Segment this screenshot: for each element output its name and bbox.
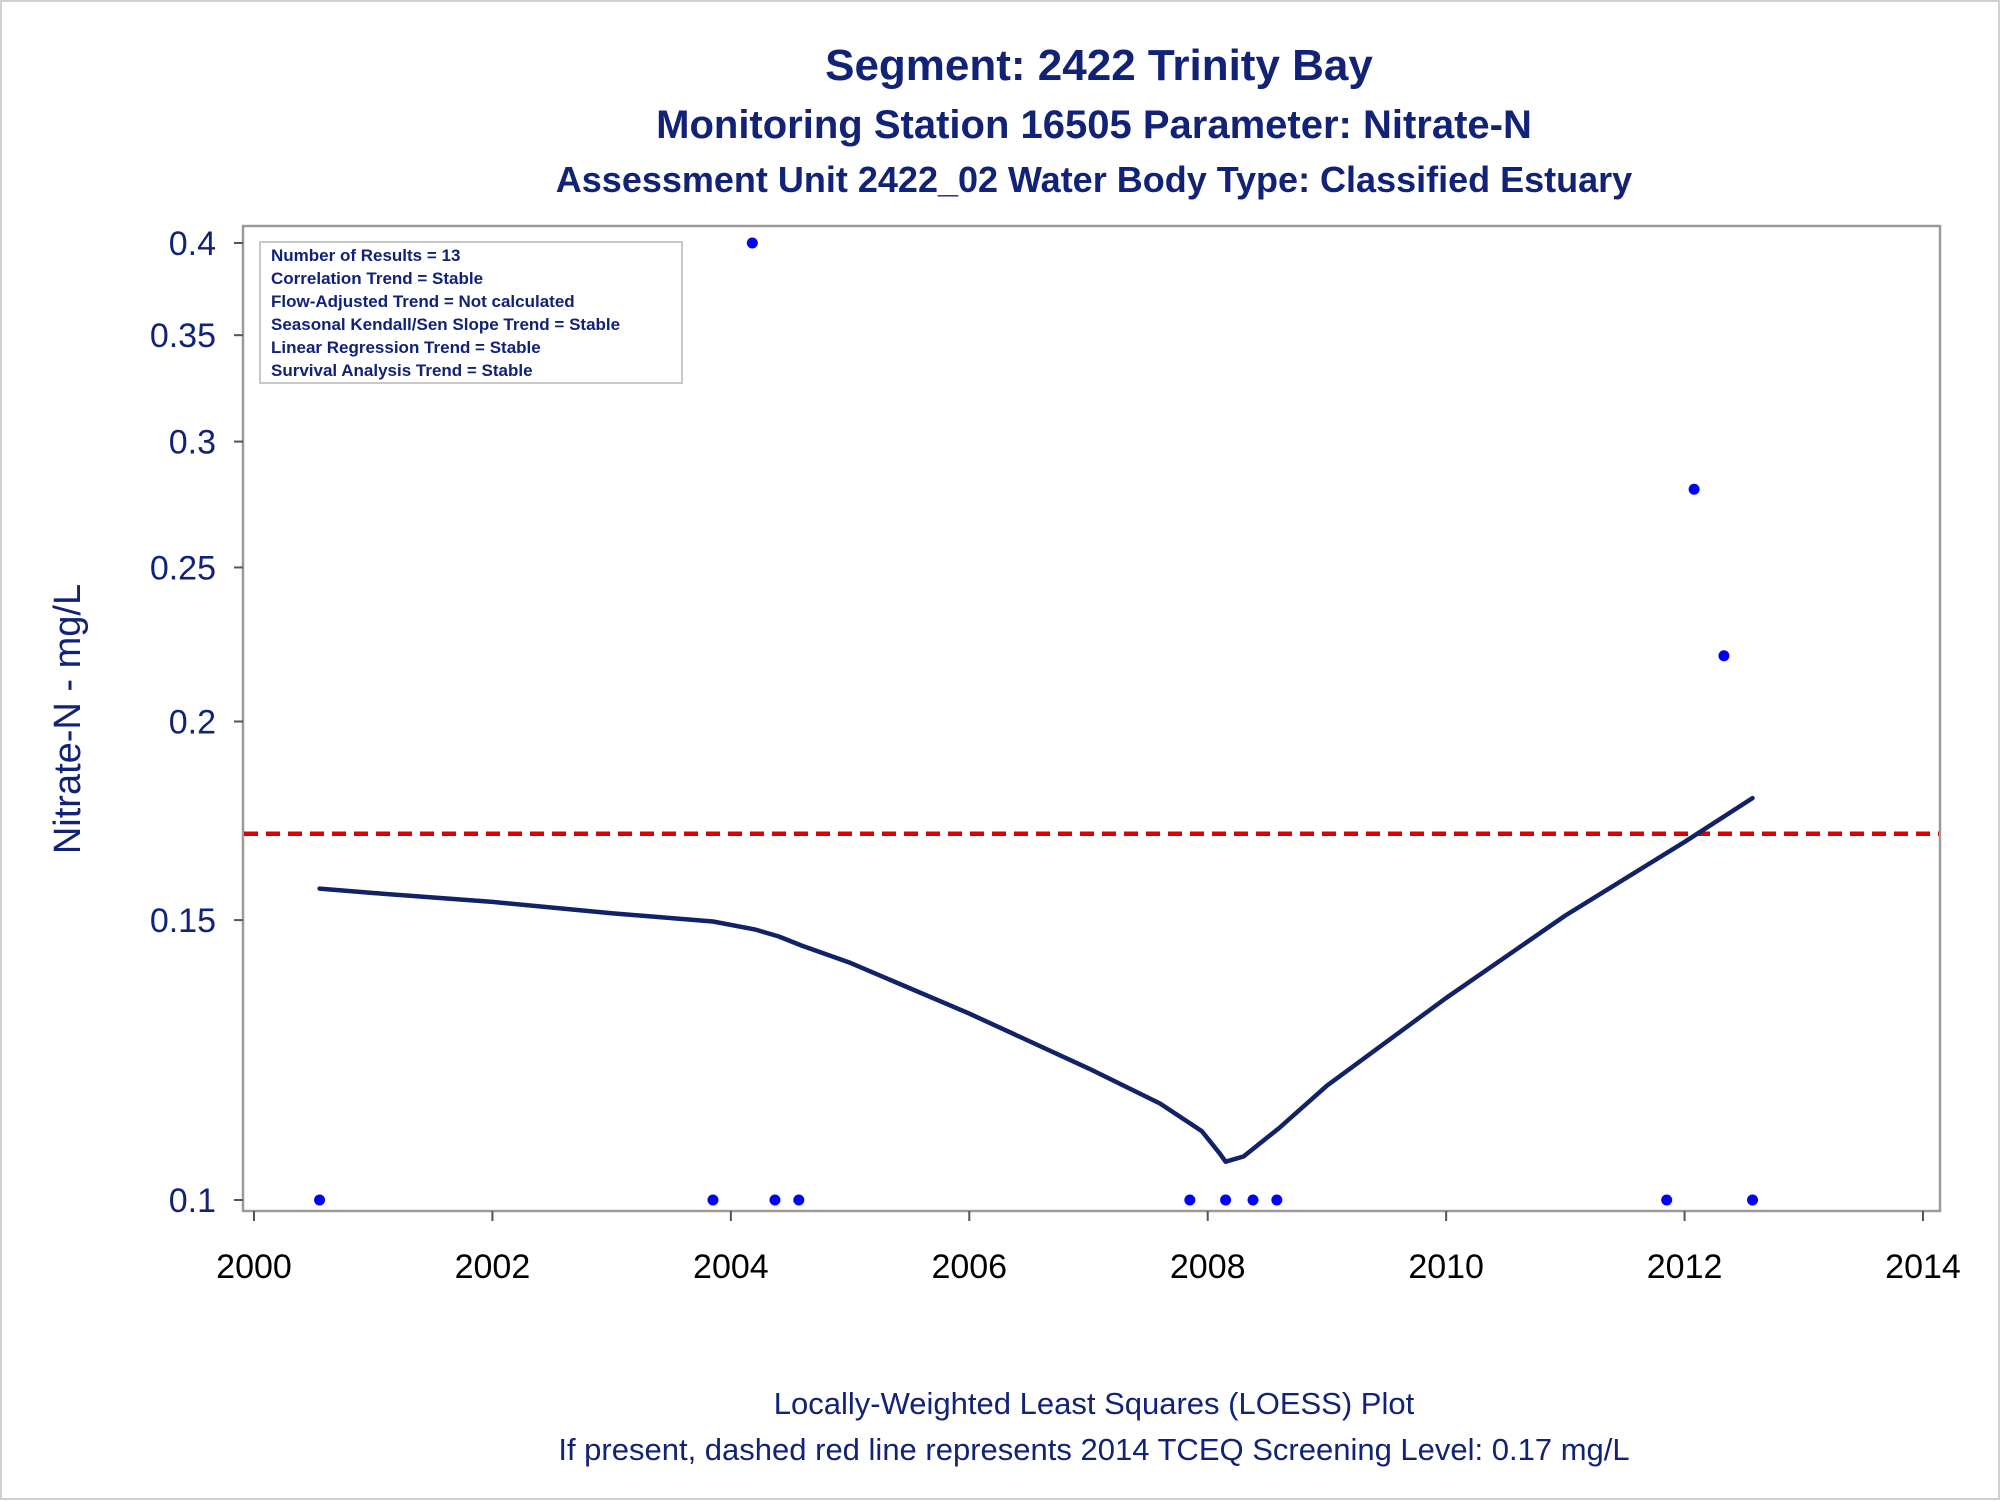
y-axis-label: Nitrate-N - mg/L [47, 584, 89, 854]
y-tick-label: 0.15 [150, 902, 216, 940]
loess-curve [317, 795, 1755, 1164]
stats-legend-line: Seasonal Kendall/Sen Slope Trend = Stabl… [271, 315, 620, 334]
y-tick-label: 0.1 [169, 1182, 216, 1220]
y-tick-label: 0.2 [169, 704, 216, 742]
y-tick-label: 0.3 [169, 424, 216, 462]
y-tick-label: 0.4 [169, 225, 216, 263]
data-point [1747, 1194, 1759, 1206]
points-layer [314, 237, 1759, 1206]
x-tick-label: 2006 [931, 1248, 1007, 1286]
y-axis: 0.1 0.15 0.2 0.25 0.3 0.35 0.4 [150, 225, 243, 1220]
y-tick-label: 0.25 [150, 549, 216, 587]
x-tick-label: 2012 [1647, 1248, 1723, 1286]
data-point [1184, 1194, 1196, 1206]
data-point [1718, 650, 1730, 662]
x-tick-label: 2002 [455, 1248, 531, 1286]
data-point [746, 237, 758, 249]
footnote-screening-level: If present, dashed red line represents 2… [558, 1432, 1629, 1467]
y-tick-label: 0.35 [150, 317, 216, 355]
stats-legend-box [259, 241, 683, 384]
data-point [1220, 1194, 1232, 1206]
stats-legend: Number of Results = 13 Correlation Trend… [259, 241, 683, 384]
footnote-method: Locally-Weighted Least Squares (LOESS) P… [774, 1386, 1415, 1421]
x-axis: 2000 2002 2004 2006 2008 2010 2012 2014 [216, 1211, 1961, 1286]
data-point [707, 1194, 719, 1206]
chart-subtitle-station: Monitoring Station 16505 Parameter: Nitr… [656, 103, 1532, 147]
data-point [1661, 1194, 1673, 1206]
x-tick-label: 2008 [1170, 1248, 1246, 1286]
stats-legend-line: Survival Analysis Trend = Stable [271, 361, 533, 380]
stats-legend-line: Number of Results = 13 [271, 246, 460, 265]
x-tick-label: 2010 [1408, 1248, 1484, 1286]
data-point [769, 1194, 781, 1206]
stats-legend-line: Correlation Trend = Stable [271, 269, 483, 288]
stats-legend-line: Flow-Adjusted Trend = Not calculated [271, 292, 575, 311]
plot-area [241, 224, 1942, 1213]
data-point [1247, 1194, 1259, 1206]
x-tick-label: 2004 [693, 1248, 769, 1286]
stats-legend-line: Linear Regression Trend = Stable [271, 338, 541, 357]
x-tick-label: 2000 [216, 1248, 292, 1286]
data-point [1688, 483, 1700, 495]
chart-title: Segment: 2422 Trinity Bay [825, 41, 1373, 90]
chart-subtitle-assessment: Assessment Unit 2422_02 Water Body Type:… [556, 159, 1632, 200]
data-point [314, 1194, 326, 1206]
data-point [1271, 1194, 1283, 1206]
loess-layer [317, 795, 1755, 1164]
x-tick-label: 2014 [1885, 1248, 1961, 1286]
data-point [793, 1194, 805, 1206]
